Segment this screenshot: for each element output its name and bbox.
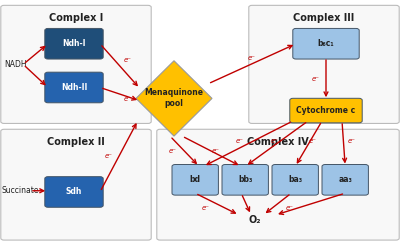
Text: e⁻: e⁻ — [212, 148, 220, 154]
Text: e⁻: e⁻ — [201, 205, 209, 211]
FancyBboxPatch shape — [172, 165, 218, 195]
Text: e⁻: e⁻ — [309, 138, 317, 144]
Text: Complex III: Complex III — [293, 13, 355, 23]
Text: Ndh-II: Ndh-II — [61, 83, 87, 92]
Text: e⁻: e⁻ — [169, 148, 177, 154]
FancyBboxPatch shape — [45, 28, 103, 59]
FancyBboxPatch shape — [272, 165, 318, 195]
Text: Succinate: Succinate — [2, 186, 40, 195]
Text: Complex II: Complex II — [47, 137, 105, 147]
Text: e⁻: e⁻ — [124, 96, 132, 102]
Text: b₆c₁: b₆c₁ — [318, 39, 334, 48]
Text: NADH: NADH — [4, 60, 27, 69]
Text: Cytochrome c: Cytochrome c — [296, 106, 356, 115]
Text: e⁻: e⁻ — [285, 205, 293, 211]
Text: Ndh-I: Ndh-I — [62, 39, 86, 48]
FancyBboxPatch shape — [322, 165, 368, 195]
Text: e⁻: e⁻ — [312, 76, 320, 82]
FancyBboxPatch shape — [45, 72, 103, 103]
Text: e⁻: e⁻ — [271, 138, 279, 144]
Text: Sdh: Sdh — [66, 187, 82, 197]
Text: e⁻: e⁻ — [105, 153, 113, 159]
Text: e⁻: e⁻ — [124, 57, 132, 63]
FancyBboxPatch shape — [1, 5, 151, 123]
Text: bb₃: bb₃ — [238, 175, 252, 184]
Text: ba₃: ba₃ — [288, 175, 302, 184]
Text: bd: bd — [190, 175, 201, 184]
Text: Complex I: Complex I — [49, 13, 103, 23]
Text: O₂: O₂ — [249, 215, 262, 225]
Text: aa₃: aa₃ — [338, 175, 352, 184]
FancyBboxPatch shape — [222, 165, 268, 195]
Text: e⁻: e⁻ — [248, 55, 256, 61]
FancyBboxPatch shape — [1, 129, 151, 240]
FancyBboxPatch shape — [157, 129, 399, 240]
Text: Complex IV: Complex IV — [247, 137, 309, 147]
Text: e⁻: e⁻ — [236, 138, 244, 144]
FancyBboxPatch shape — [249, 5, 399, 123]
FancyBboxPatch shape — [293, 28, 359, 59]
FancyBboxPatch shape — [45, 177, 103, 207]
Polygon shape — [136, 61, 212, 136]
FancyBboxPatch shape — [290, 98, 362, 123]
Text: Menaquinone
pool: Menaquinone pool — [144, 88, 204, 108]
Text: e⁻: e⁻ — [348, 138, 356, 144]
